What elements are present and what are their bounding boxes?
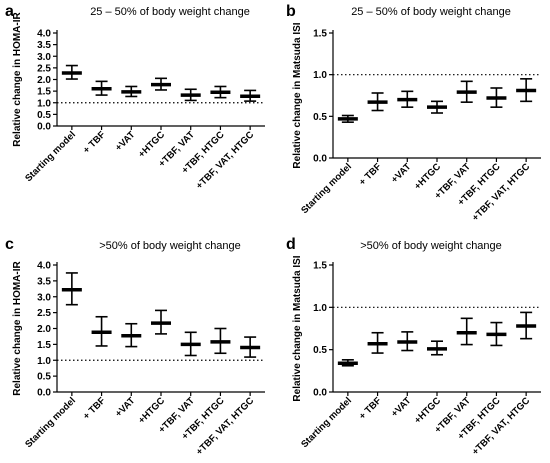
x-tick-label: Starting model bbox=[299, 395, 354, 450]
x-tick-label: +VAT bbox=[389, 161, 413, 185]
y-tick-label: 0.5 bbox=[37, 372, 51, 383]
y-tick-label: 0.5 bbox=[313, 345, 327, 356]
data-point bbox=[427, 100, 447, 114]
y-tick-label: 0.0 bbox=[37, 122, 51, 133]
y-tick-label: 3.0 bbox=[37, 52, 51, 63]
x-tick-label: +VAT bbox=[113, 129, 137, 153]
panel-title: 25 – 50% of body weight change bbox=[90, 6, 250, 18]
data-point bbox=[210, 327, 231, 355]
x-tick-label: + TBF bbox=[81, 395, 108, 422]
y-axis-title: Relative change in HOMA-IR bbox=[12, 11, 23, 146]
y-tick-label: 0.5 bbox=[37, 110, 51, 121]
panel-label: b bbox=[286, 3, 296, 20]
y-tick-label: 1.0 bbox=[37, 356, 51, 367]
data-point bbox=[151, 309, 171, 335]
y-tick-label: 3.0 bbox=[37, 292, 51, 303]
data-point bbox=[240, 336, 261, 358]
data-point bbox=[367, 92, 388, 112]
panel-label: a bbox=[5, 3, 14, 20]
data-point bbox=[210, 85, 231, 99]
y-tick-label: 1.5 bbox=[37, 87, 51, 98]
x-tick-label: +TBF, VAT, HTGC bbox=[194, 129, 256, 191]
y-tick-label: 3.5 bbox=[37, 276, 51, 287]
panel-label: d bbox=[286, 236, 296, 253]
y-axis-title: Relative change in HOMA-IR bbox=[12, 260, 23, 395]
y-tick-label: 3.5 bbox=[37, 40, 51, 51]
y-tick-label: 1.0 bbox=[313, 303, 327, 314]
panel-label: c bbox=[5, 236, 14, 253]
data-point bbox=[427, 340, 447, 356]
data-point bbox=[486, 321, 507, 347]
panel-title: >50% of body weight change bbox=[99, 240, 241, 252]
y-tick-label: 2.5 bbox=[37, 308, 51, 319]
panel-a: a 25 – 50% of body weight change Relative … bbox=[5, 3, 265, 192]
data-point bbox=[91, 315, 112, 347]
y-tick-label: 0.0 bbox=[313, 154, 327, 165]
y-tick-label: 2.5 bbox=[37, 63, 51, 74]
data-point bbox=[91, 80, 112, 96]
data-point bbox=[397, 90, 418, 108]
y-tick-label: 0.0 bbox=[37, 388, 51, 399]
x-tick-label: Starting model bbox=[299, 161, 354, 216]
x-tick-label: +TBF, VAT, HTGC bbox=[470, 395, 532, 457]
y-tick-label: 0.0 bbox=[313, 388, 327, 399]
x-tick-label: + TBF bbox=[357, 161, 384, 188]
y-tick-label: 2.0 bbox=[37, 324, 51, 335]
data-point bbox=[337, 359, 358, 367]
x-tick-label: +VAT bbox=[389, 395, 413, 419]
panel-c: c >50% of body weight change Relative chan… bbox=[5, 236, 265, 458]
data-point bbox=[516, 311, 537, 340]
data-point bbox=[367, 331, 388, 354]
panel-title: 25 – 50% of body weight change bbox=[351, 6, 511, 18]
x-tick-label: + TBF bbox=[81, 129, 108, 156]
panel-b: b 25 – 50% of body weight change Relative … bbox=[286, 3, 541, 224]
y-tick-label: 2.0 bbox=[37, 75, 51, 86]
data-point bbox=[456, 317, 477, 346]
x-tick-label: +TBF, VAT, HTGC bbox=[194, 395, 256, 457]
y-tick-label: 1.5 bbox=[37, 340, 51, 351]
y-tick-label: 4.0 bbox=[37, 261, 51, 272]
y-tick-label: 1.0 bbox=[313, 70, 327, 81]
y-tick-label: 1.5 bbox=[313, 29, 327, 40]
panel-title: >50% of body weight change bbox=[360, 240, 502, 252]
y-axis-title: Relative change in Matsuda ISI bbox=[292, 22, 303, 168]
y-tick-label: 1.0 bbox=[37, 98, 51, 109]
data-point bbox=[240, 89, 261, 102]
x-tick-label: +VAT bbox=[113, 395, 137, 419]
data-point bbox=[180, 88, 201, 102]
panel-d: d >50% of body weight change Relative chan… bbox=[286, 236, 541, 458]
y-tick-label: 1.5 bbox=[313, 261, 327, 272]
data-point bbox=[121, 85, 142, 98]
x-tick-label: Starting model bbox=[23, 395, 78, 450]
y-axis-title: Relative change in Matsuda ISI bbox=[292, 255, 303, 401]
data-point bbox=[397, 331, 418, 352]
data-point bbox=[121, 322, 142, 348]
x-tick-label: Starting model bbox=[23, 129, 78, 184]
data-point bbox=[180, 331, 201, 357]
x-tick-label: +TBF, VAT, HTGC bbox=[470, 161, 532, 223]
data-point bbox=[61, 272, 82, 306]
x-tick-label: + TBF bbox=[357, 395, 384, 422]
y-tick-label: 4.0 bbox=[37, 29, 51, 40]
data-point bbox=[337, 114, 358, 123]
data-point bbox=[456, 80, 477, 103]
y-tick-label: 0.5 bbox=[313, 112, 327, 123]
data-point bbox=[516, 78, 537, 103]
data-point bbox=[486, 87, 507, 108]
data-point bbox=[151, 77, 171, 91]
data-point bbox=[61, 64, 82, 80]
